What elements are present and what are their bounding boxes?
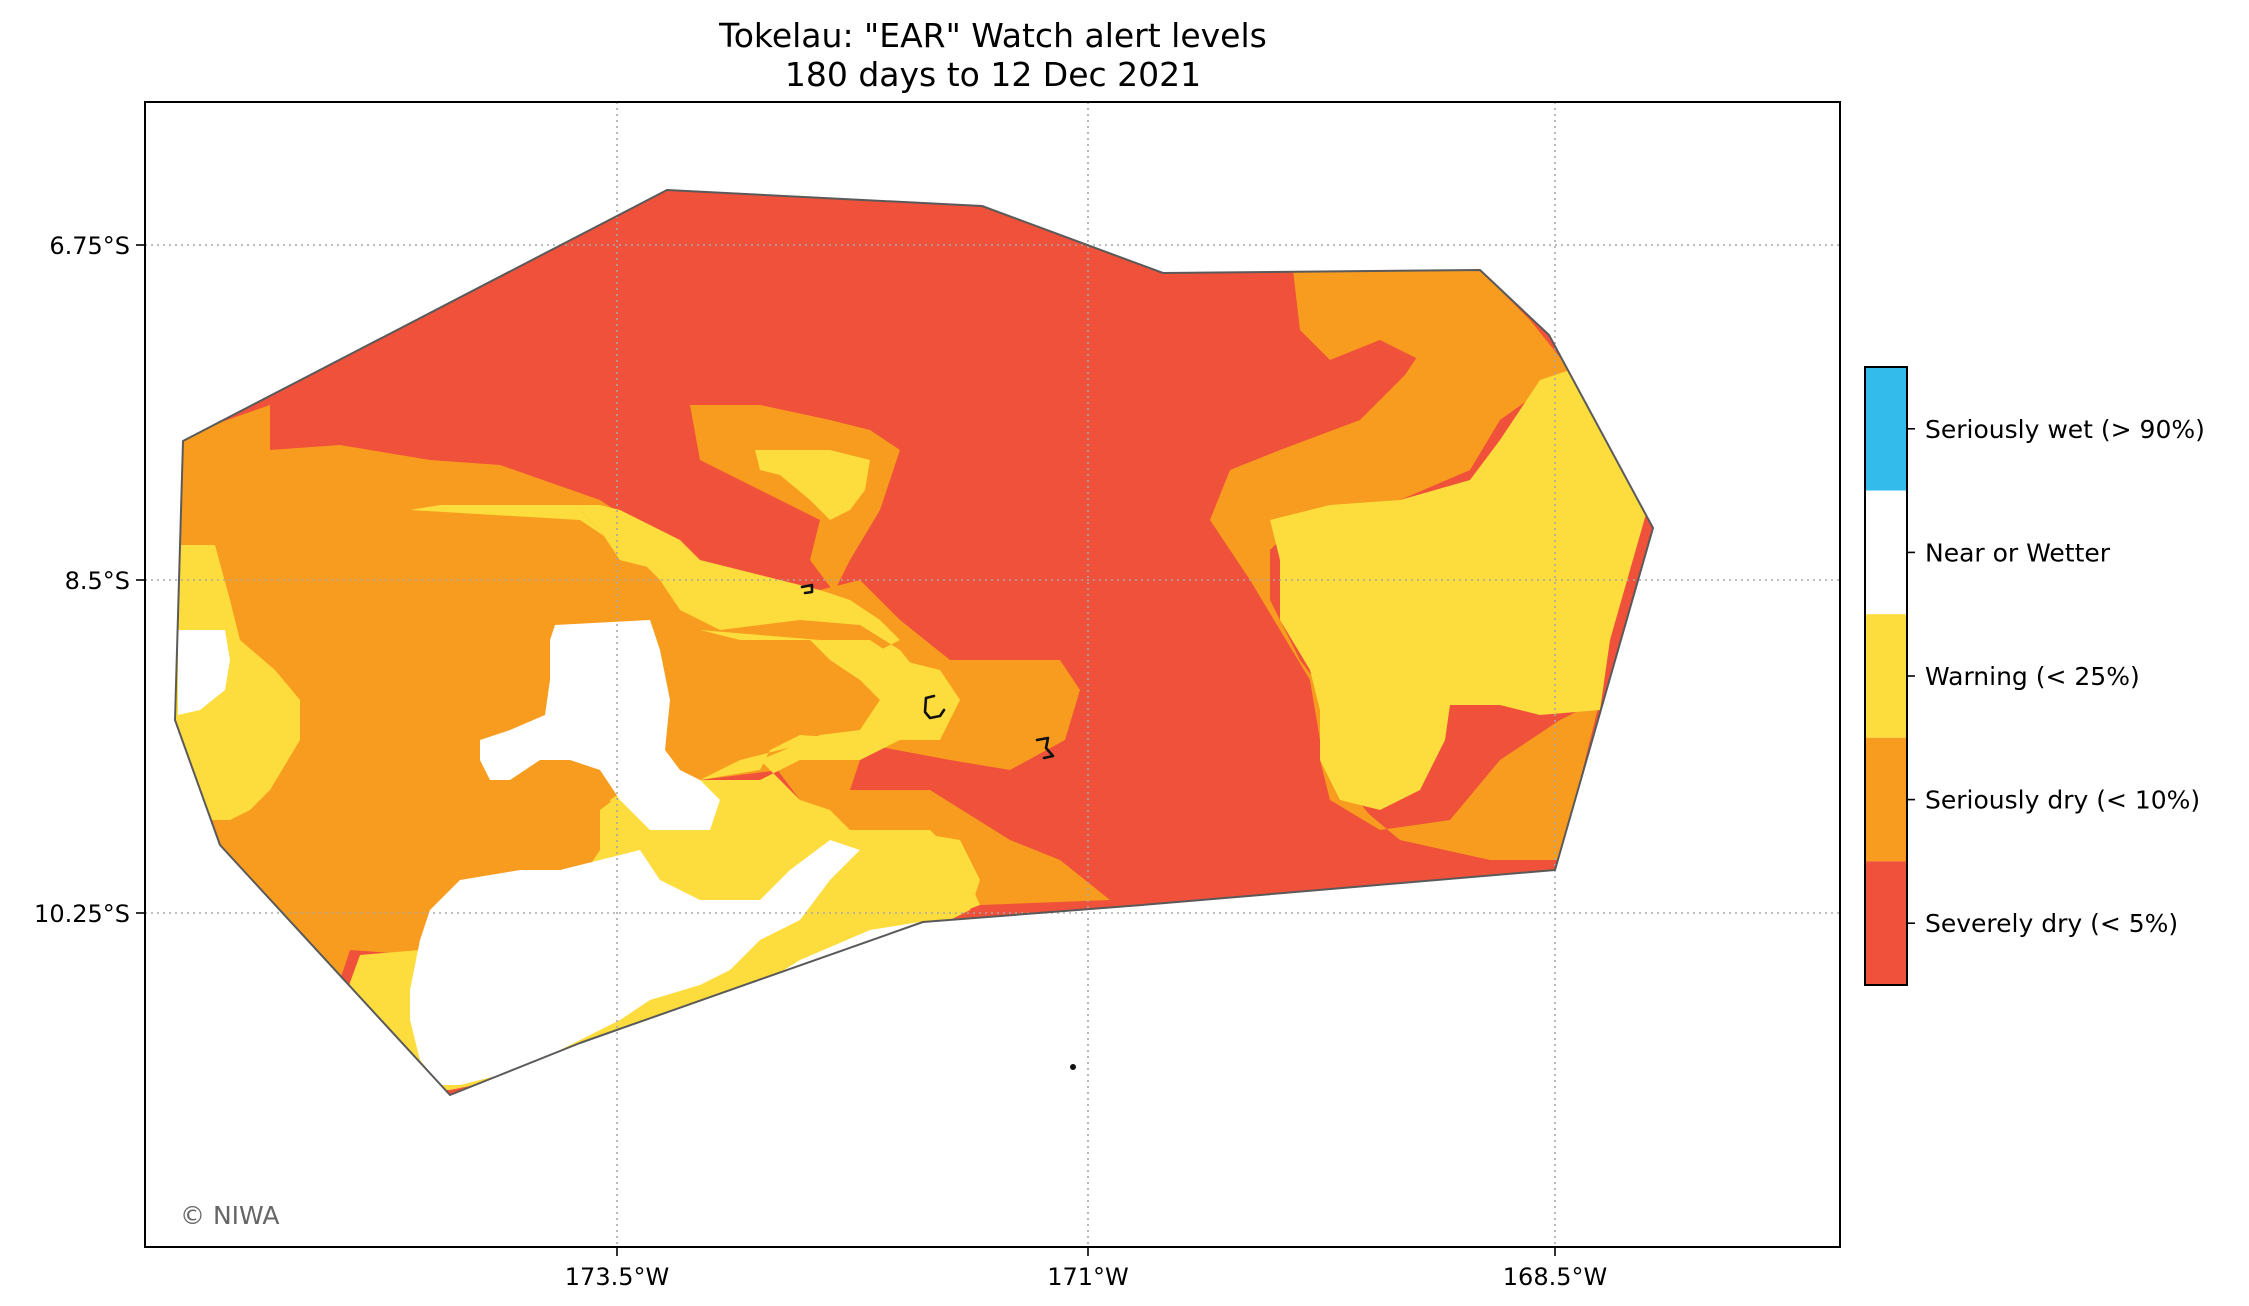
chart-title: Tokelau: "EAR" Watch alert levels [718,16,1267,55]
region-seriously-dry-north-blob [1405,330,1505,395]
lon-tick-label: 173.5°W [565,1263,669,1291]
niwa-credit: © NIWA [180,1201,279,1230]
legend-frame [1864,366,1908,986]
region-warning-west [175,545,300,820]
legend-label: Seriously wet (> 90%) [1925,415,2205,444]
lon-tick-label: 171°W [1047,1263,1129,1291]
atoll-atafu [800,583,814,595]
legend-label: Warning (< 25%) [1925,662,2140,691]
latitude-axis: 6.75°S 8.5°S 10.25°S [34,232,145,928]
region-near-wetter-central [480,620,720,830]
atoll-nukunonu [923,694,946,720]
lat-tick-label: 8.5°S [65,567,130,595]
longitude-axis: 173.5°W 171°W 168.5°W [565,1247,1607,1291]
legend-label: Near or Wetter [1925,538,2111,567]
legend-label: Severely dry (< 5%) [1925,909,2178,938]
legend-swatch [1865,614,1907,738]
atolls [800,583,1076,1070]
legend-swatch [1865,861,1907,985]
region-seriously-dry-east [1210,270,1600,860]
legend-swatch [1865,367,1907,491]
eez-outline [174,189,1654,1096]
lon-tick-label: 168.5°W [1503,1263,1607,1291]
atoll-fakaofo [1035,736,1055,760]
gridlines [145,102,1840,1247]
region-warning-north-centre [755,450,870,520]
legend-label: Seriously dry (< 10%) [1925,786,2200,815]
map-frame [144,101,1841,1248]
legend-swatch [1865,490,1907,615]
region-near-wetter-west [178,630,230,715]
legend-swatch [1865,737,1907,862]
lat-tick-label: 10.25°S [34,900,130,928]
region-near-wetter-south [410,840,860,1085]
legend-colorbar: Seriously wet (> 90%) Near or Wetter Warni… [1864,366,2205,986]
atoll-swains [1070,1064,1076,1070]
lat-tick-label: 6.75°S [49,232,130,260]
region-seriously-dry-centre [690,405,1110,905]
chart-subtitle: 180 days to 12 Dec 2021 [785,55,1201,94]
map-panel[interactable]: © NIWA [144,101,1841,1248]
